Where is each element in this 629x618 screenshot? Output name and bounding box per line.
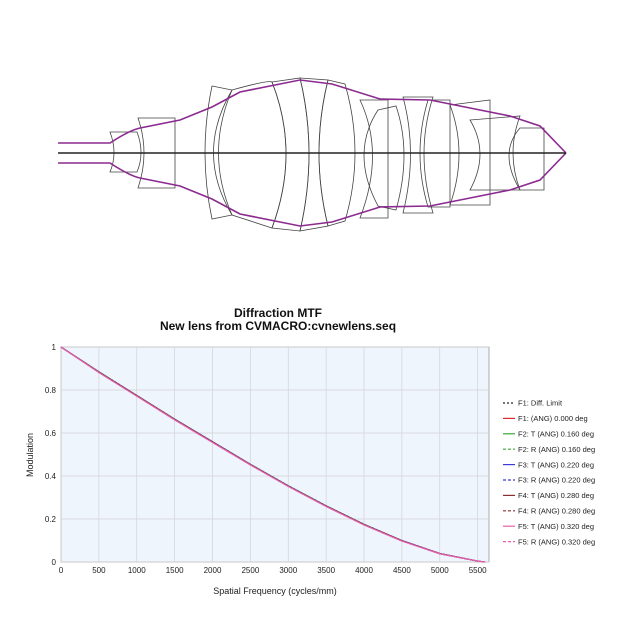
- legend: F1: Diff. Limit F1: (ANG) 0.000 deg F2: T …: [503, 399, 595, 546]
- y-tick-label: 0.8: [45, 386, 57, 395]
- legend-entry: F2: R (ANG) 0.160 deg: [518, 445, 595, 454]
- lens-element-5: [271, 77, 310, 232]
- series-line: [60, 346, 486, 563]
- x-tick-label: 4500: [393, 566, 411, 575]
- legend-entry: F3: T (ANG) 0.220 deg: [518, 460, 594, 469]
- lens-element-10: [402, 96, 434, 214]
- chart-title: Diffraction MTF: [234, 306, 322, 320]
- y-tick-label: 0: [52, 558, 57, 567]
- legend-entry: F5: R (ANG) 0.320 deg: [518, 537, 595, 546]
- y-tick-label: 0.2: [45, 515, 57, 524]
- x-tick-label: 3000: [279, 566, 297, 575]
- legend-entry: F2: T (ANG) 0.160 deg: [518, 430, 594, 439]
- x-tick-label: 4000: [355, 566, 373, 575]
- x-tick-label: 3500: [317, 566, 335, 575]
- chart-subtitle: New lens from CVMACRO:cvnewlens.seq: [160, 319, 396, 333]
- legend-entry: F1: Diff. Limit: [518, 399, 563, 408]
- legend-entry: F1: (ANG) 0.000 deg: [518, 414, 588, 423]
- x-tick-label: 5500: [469, 566, 487, 575]
- y-tick-label: 0.4: [45, 472, 57, 481]
- marginal-ray-bottom: [58, 152, 567, 227]
- x-tick-label: 2000: [204, 566, 222, 575]
- x-tick-label: 1000: [128, 566, 146, 575]
- x-tick-label: 5000: [431, 566, 449, 575]
- lens-element-9: [363, 105, 405, 211]
- lens-layout-diagram: [58, 77, 567, 232]
- mtf-chart: Diffraction MTF New lens from CVMACRO:cv…: [25, 306, 595, 596]
- lens-element-12: [449, 99, 491, 206]
- x-tick-label: 2500: [241, 566, 259, 575]
- x-axis-label: Spatial Frequency (cycles/mm): [213, 586, 337, 596]
- y-tick-label: 0.6: [45, 429, 57, 438]
- y-tick-label: 1: [52, 343, 57, 352]
- lens-element-1: [109, 131, 142, 173]
- x-tick-label: 1500: [166, 566, 184, 575]
- legend-entry: F4: R (ANG) 0.280 deg: [518, 507, 595, 516]
- marginal-ray-top: [58, 79, 567, 154]
- legend-entry: F3: R (ANG) 0.220 deg: [518, 476, 595, 485]
- lens-element-7: [318, 79, 356, 227]
- lens-element-8: [359, 99, 389, 219]
- lens-element-14: [508, 127, 545, 191]
- lens-element-11: [419, 99, 451, 208]
- x-tick-label: 0: [59, 566, 64, 575]
- legend-entry: F5: T (ANG) 0.320 deg: [518, 522, 594, 531]
- legend-entry: F4: T (ANG) 0.280 deg: [518, 491, 594, 500]
- plot-area: [60, 346, 490, 563]
- x-tick-label: 500: [92, 566, 106, 575]
- y-axis-label: Modulation: [25, 433, 35, 477]
